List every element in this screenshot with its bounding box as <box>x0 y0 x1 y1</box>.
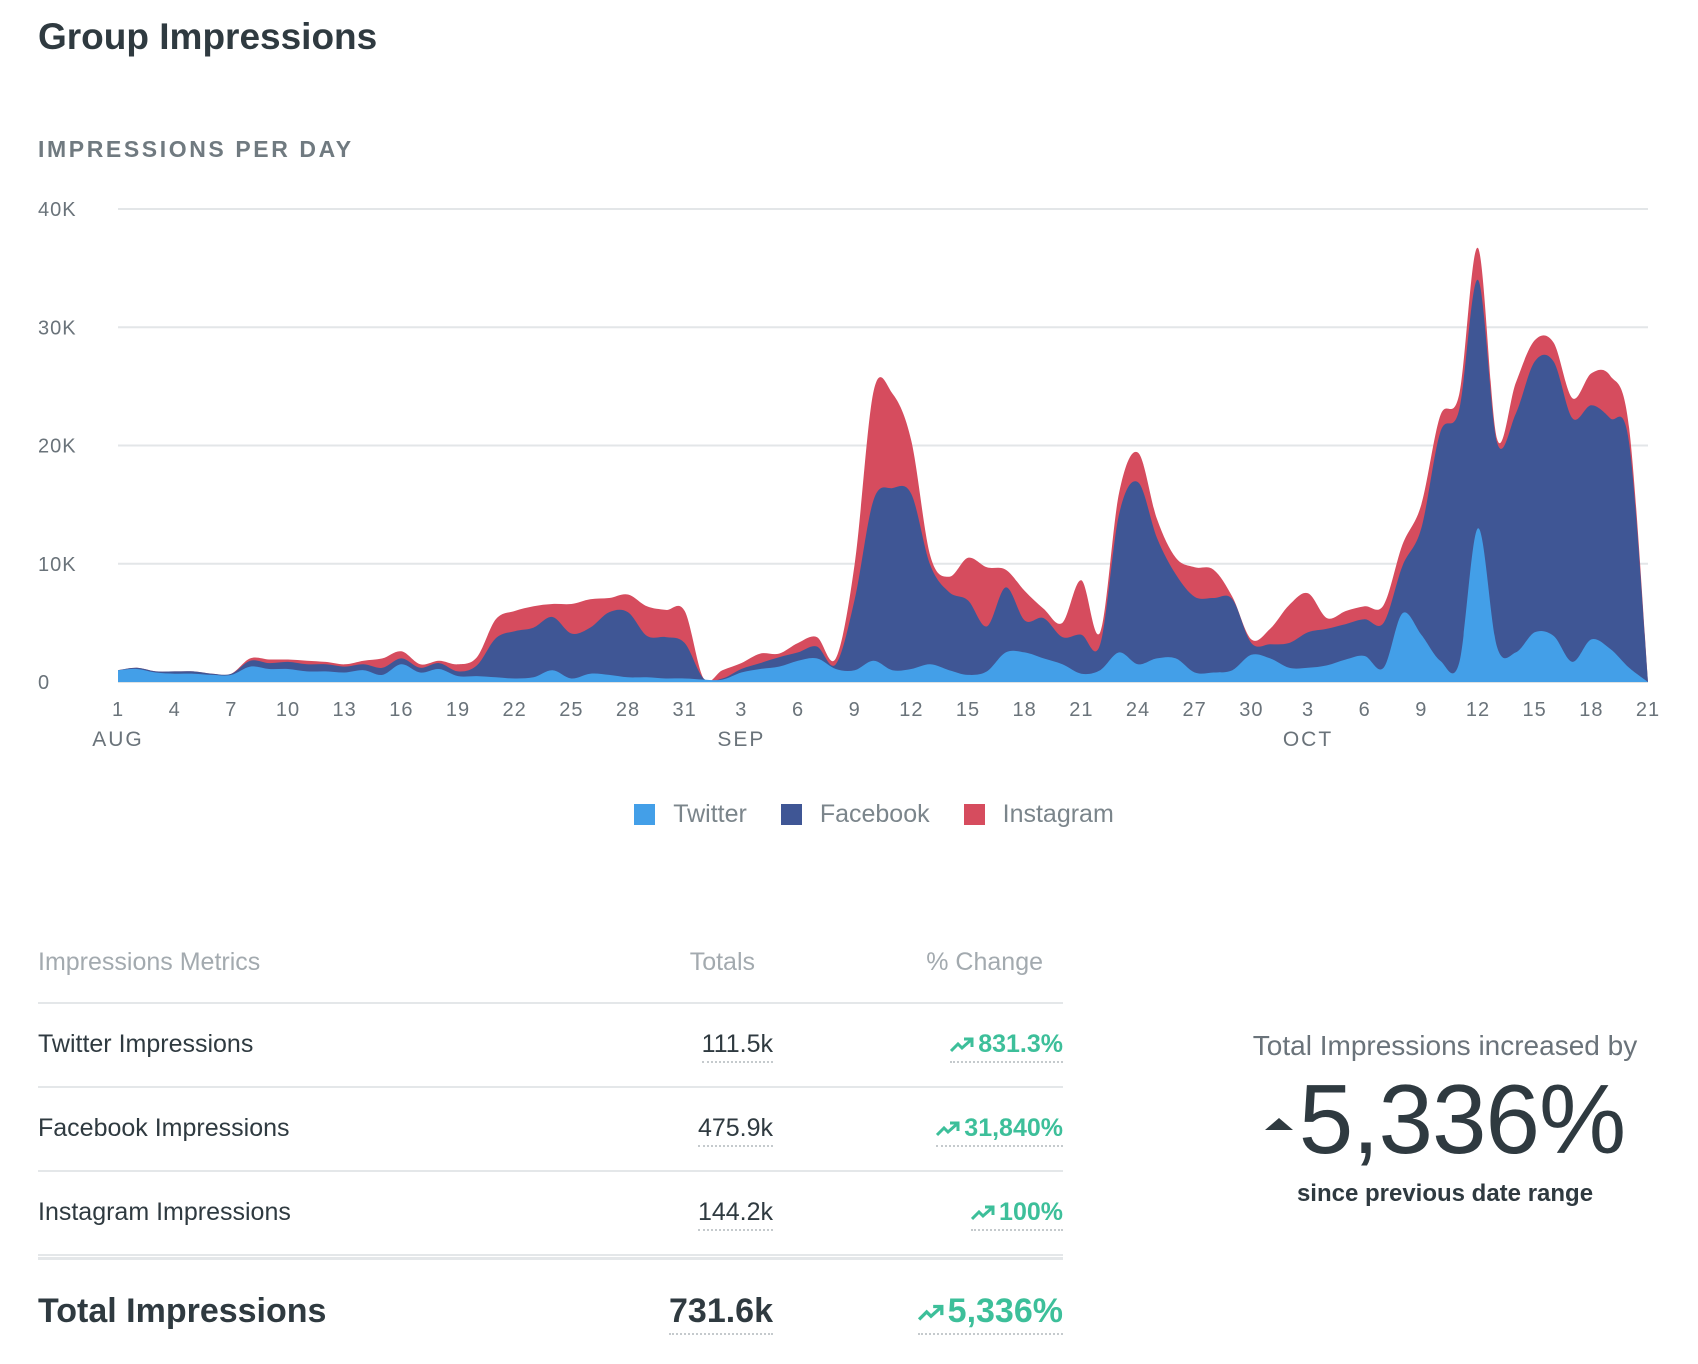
impressions-chart: 0 10K 20K 30K 40K 1 4 7 10 13 16 19 22 25 28 31 3 6 9 12 15… <box>38 199 1660 751</box>
month-label: SEP <box>717 728 765 751</box>
row-change[interactable]: 31,840% <box>936 1114 1063 1147</box>
month-label: OCT <box>1283 728 1333 751</box>
x-tick-label: 27 <box>1183 699 1207 721</box>
summary-value-wrap: 5,336% <box>1205 1064 1685 1174</box>
y-tick-label: 10K <box>38 554 77 576</box>
y-tick-label: 20K <box>38 436 77 458</box>
row-change-value: 100% <box>999 1198 1063 1226</box>
x-tick-label: 25 <box>559 699 583 721</box>
month-label: AUG <box>92 728 144 751</box>
x-tick-label: 1 <box>112 699 124 721</box>
x-tick-label: 21 <box>1069 699 1093 721</box>
x-tick-label: 3 <box>1302 699 1314 721</box>
summary-value: 5,336% <box>1298 1064 1626 1174</box>
row-total[interactable]: 144.2k <box>697 1198 773 1231</box>
row-change[interactable]: 831.3% <box>950 1030 1063 1063</box>
x-tick-label: 13 <box>333 699 357 721</box>
row-total[interactable]: 475.9k <box>697 1114 773 1147</box>
chart-title: IMPRESSIONS PER DAY <box>38 136 354 162</box>
legend-item-twitter[interactable]: Twitter <box>634 800 747 829</box>
table-row-instagram: Instagram Impressions 144.2k 100% <box>38 1172 1063 1256</box>
y-tick-label: 40K <box>38 199 77 221</box>
total-label: Total Impressions <box>38 1292 327 1330</box>
total-change-value: 5,336% <box>947 1292 1063 1330</box>
legend-label-instagram: Instagram <box>1002 800 1114 828</box>
x-tick-label: 24 <box>1126 699 1150 721</box>
table-row-twitter: Twitter Impressions 111.5k 831.3% <box>38 1004 1063 1088</box>
row-total[interactable]: 111.5k <box>701 1030 773 1063</box>
x-tick-label: 12 <box>899 699 923 721</box>
x-tick-label: 3 <box>735 699 747 721</box>
x-tick-label: 18 <box>1579 699 1603 721</box>
x-tick-label: 30 <box>1239 699 1263 721</box>
x-tick-label: 15 <box>956 699 980 721</box>
row-label: Facebook Impressions <box>38 1114 290 1142</box>
x-tick-label: 6 <box>792 699 804 721</box>
x-tick-label: 7 <box>225 699 237 721</box>
chart-legend: Twitter Facebook Instagram <box>0 800 1698 829</box>
x-tick-label: 19 <box>446 699 470 721</box>
x-tick-label: 10 <box>276 699 300 721</box>
x-tick-label: 22 <box>503 699 527 721</box>
summary-panel: Total Impressions increased by 5,336% si… <box>1205 1030 1685 1208</box>
legend-item-instagram[interactable]: Instagram <box>963 800 1114 829</box>
legend-item-facebook[interactable]: Facebook <box>780 800 930 829</box>
x-tick-label: 6 <box>1359 699 1371 721</box>
page-title: Group Impressions <box>38 16 378 57</box>
legend-swatch-facebook <box>780 804 802 825</box>
x-tick-label: 9 <box>849 699 861 721</box>
y-tick-label: 0 <box>38 672 50 694</box>
row-change-value: 31,840% <box>964 1114 1063 1142</box>
table-total-row: Total Impressions 731.6k 5,336% <box>38 1257 1063 1364</box>
trend-up-icon <box>950 1037 974 1053</box>
trend-up-icon <box>971 1205 995 1221</box>
area-instagram[interactable] <box>118 247 1648 682</box>
x-tick-label: 4 <box>169 699 181 721</box>
x-tick-label: 21 <box>1636 699 1660 721</box>
row-label: Instagram Impressions <box>38 1198 291 1226</box>
x-tick-label: 31 <box>673 699 697 721</box>
table-header: Impressions Metrics Totals % Change <box>38 930 1063 1004</box>
summary-caption: since previous date range <box>1296 1179 1594 1207</box>
row-change-value: 831.3% <box>978 1030 1063 1058</box>
row-change[interactable]: 100% <box>971 1198 1063 1231</box>
row-label: Twitter Impressions <box>38 1030 254 1058</box>
trend-up-icon <box>917 1304 944 1321</box>
x-tick-label: 18 <box>1013 699 1037 721</box>
legend-label-facebook: Facebook <box>819 800 930 828</box>
y-tick-label: 30K <box>38 317 77 339</box>
metrics-table: Impressions Metrics Totals % Change Twit… <box>38 930 1063 1364</box>
header-change: % Change <box>926 948 1043 976</box>
header-metric: Impressions Metrics <box>38 948 261 976</box>
summary-heading: Total Impressions increased by <box>1252 1030 1638 1061</box>
total-value[interactable]: 731.6k <box>669 1292 773 1335</box>
x-tick-label: 28 <box>616 699 640 721</box>
area-twitter[interactable] <box>118 528 1648 682</box>
total-change[interactable]: 5,336% <box>917 1292 1063 1335</box>
caret-up-icon <box>1264 1117 1293 1130</box>
x-tick-label: 15 <box>1523 699 1547 721</box>
legend-label-twitter: Twitter <box>673 800 747 828</box>
header-totals: Totals <box>689 948 755 976</box>
x-tick-label: 16 <box>389 699 413 721</box>
table-row-facebook: Facebook Impressions 475.9k 31,840% <box>38 1088 1063 1172</box>
x-tick-label: 9 <box>1415 699 1427 721</box>
legend-swatch-twitter <box>634 804 656 825</box>
trend-up-icon <box>936 1121 960 1137</box>
x-tick-label: 12 <box>1466 699 1490 721</box>
legend-swatch-instagram <box>963 804 985 825</box>
